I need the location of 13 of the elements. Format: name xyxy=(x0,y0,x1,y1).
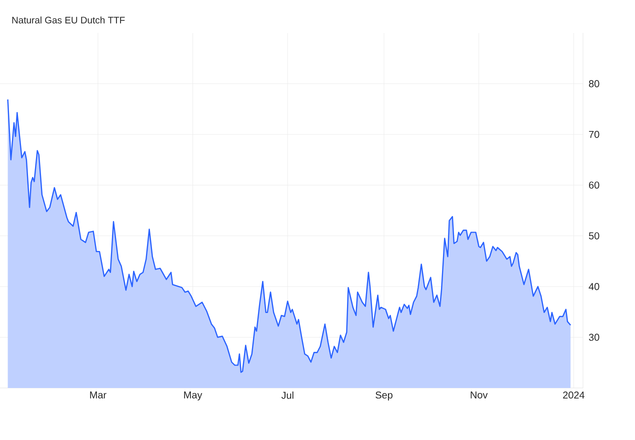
y-tick-label: 50 xyxy=(588,232,600,240)
x-tick-label: 2024 xyxy=(563,392,584,399)
chart-title: Natural Gas EU Dutch TTF xyxy=(12,16,125,24)
x-tick-label: May xyxy=(184,392,202,400)
y-tick-label: 30 xyxy=(588,334,600,341)
y-tick-label: 40 xyxy=(588,283,600,290)
y-tick-label: 60 xyxy=(589,182,600,189)
y-tick-label: 70 xyxy=(589,130,600,138)
x-tick-label: Jul xyxy=(281,392,294,399)
x-tick-label: Nov xyxy=(470,392,488,398)
y-tick-label: 80 xyxy=(588,80,600,88)
x-tick-label: Mar xyxy=(90,392,106,398)
x-tick-label: Sep xyxy=(376,392,392,401)
